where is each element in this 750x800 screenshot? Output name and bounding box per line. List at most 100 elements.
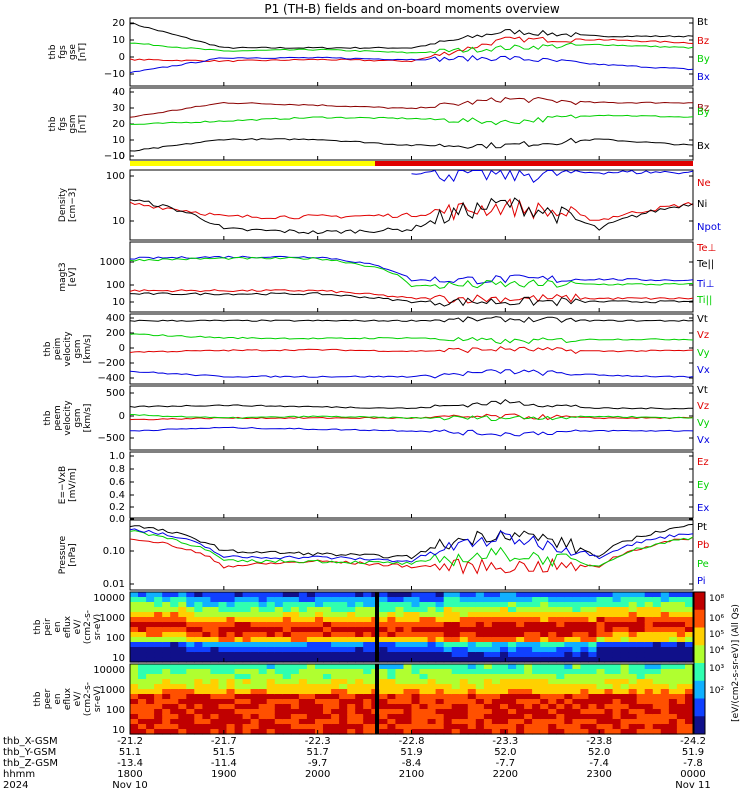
spec-cell-peer_spec <box>411 684 421 690</box>
spec-cell-peir_spec <box>508 622 517 628</box>
spec-cell-peer_spec <box>572 689 581 695</box>
spec-cell-peer_spec <box>178 724 187 730</box>
spec-cell-peer_spec <box>540 674 549 680</box>
spec-cell-peer_spec <box>395 669 404 675</box>
spec-cell-peir_spec <box>331 602 340 608</box>
spec-cell-peer_spec <box>524 719 533 725</box>
spec-cell-peir_spec <box>660 607 670 613</box>
spec-cell-peer_spec <box>202 709 211 715</box>
spec-cell-peir_spec <box>596 622 606 628</box>
spec-cell-peir_spec <box>387 642 396 648</box>
spec-cell-peer_spec <box>644 694 654 700</box>
spec-cell-peir_spec <box>411 597 421 603</box>
spec-cell-peer_spec <box>620 679 630 685</box>
spec-cell-peir_spec <box>306 637 316 643</box>
spec-cell-peir_spec <box>636 647 646 653</box>
spec-cell-peir_spec <box>178 642 187 648</box>
spec-cell-peir_spec <box>668 602 678 608</box>
spec-cell-peer_spec <box>186 674 195 680</box>
spec-cell-peir_spec <box>339 597 348 603</box>
spec-cell-peir_spec <box>580 617 589 623</box>
spec-cell-peir_spec <box>459 622 469 628</box>
spec-cell-peer_spec <box>491 664 501 670</box>
spec-cell-peir_spec <box>540 652 549 658</box>
spec-cell-peer_spec <box>266 694 276 700</box>
spec-cell-peir_spec <box>355 642 364 648</box>
spec-cell-peir_spec <box>355 652 364 658</box>
spec-cell-peer_spec <box>154 689 163 695</box>
spec-cell-peir_spec <box>532 597 541 603</box>
spec-cell-peir_spec <box>323 642 332 648</box>
spec-cell-peir_spec <box>210 627 219 633</box>
spec-cell-peer_spec <box>451 729 461 735</box>
spec-cell-peir_spec <box>676 642 686 648</box>
spec-cell-peir_spec <box>676 607 686 613</box>
spec-cell-peer_spec <box>202 699 211 705</box>
spec-cell-peer_spec <box>427 689 437 695</box>
legend-fgs_gsm-2: Bx <box>697 141 710 152</box>
spec-cell-peir_spec <box>532 632 541 638</box>
spec-cell-peer_spec <box>218 699 228 705</box>
spec-cell-peer_spec <box>146 684 155 690</box>
spec-cell-peer_spec <box>572 694 581 700</box>
spec-cell-peer_spec <box>588 664 597 670</box>
spec-cell-peer_spec <box>154 729 163 735</box>
spec-cell-peer_spec <box>403 699 413 705</box>
spec-cell-peir_spec <box>451 627 461 633</box>
spec-cell-peer_spec <box>355 704 364 710</box>
spec-cell-peir_spec <box>500 607 509 613</box>
spec-cell-peer_spec <box>660 679 670 685</box>
spec-cell-peer_spec <box>580 689 589 695</box>
spec-cell-peir_spec <box>347 602 356 608</box>
spec-cell-peer_spec <box>548 664 557 670</box>
spec-cell-peer_spec <box>298 664 308 670</box>
spec-cell-peer_spec <box>644 669 654 675</box>
spec-cell-peir_spec <box>451 617 461 623</box>
spec-cell-peer_spec <box>323 719 332 725</box>
spec-cell-peer_spec <box>363 674 372 680</box>
spec-cell-peer_spec <box>668 684 678 690</box>
spec-cell-peir_spec <box>564 657 573 663</box>
spec-cell-peir_spec <box>355 612 364 618</box>
spec-cell-peer_spec <box>130 719 139 725</box>
spec-cell-peir_spec <box>194 607 203 613</box>
spec-cell-peir_spec <box>339 607 348 613</box>
spec-cell-peer_spec <box>298 699 308 705</box>
spec-cell-peer_spec <box>282 724 292 730</box>
spec-cell-peer_spec <box>347 664 356 670</box>
spec-cell-peer_spec <box>459 699 469 705</box>
spec-cell-peir_spec <box>194 637 203 643</box>
spec-cell-peer_spec <box>676 669 686 675</box>
spec-cell-peer_spec <box>339 694 348 700</box>
spec-cell-peir_spec <box>210 607 219 613</box>
spec-cell-peer_spec <box>660 689 670 695</box>
spec-cell-peer_spec <box>628 729 638 735</box>
spec-cell-peir_spec <box>516 622 525 628</box>
spec-cell-peir_spec <box>355 622 364 628</box>
spec-cell-peir_spec <box>572 597 581 603</box>
spec-cell-peir_spec <box>355 607 364 613</box>
spec-cell-peer_spec <box>298 719 308 725</box>
spec-cell-peir_spec <box>419 622 429 628</box>
ylabel-peer_spec: peer <box>43 688 53 709</box>
series-density-2 <box>411 169 694 183</box>
spec-cell-peer_spec <box>258 694 268 700</box>
spec-cell-peer_spec <box>668 709 678 715</box>
spec-cell-peir_spec <box>234 617 244 623</box>
spec-cell-peir_spec <box>668 647 678 653</box>
spec-cell-peir_spec <box>170 632 179 638</box>
spec-cell-peir_spec <box>652 617 662 623</box>
spec-cell-peir_spec <box>500 592 509 598</box>
spec-cell-peer_spec <box>242 724 252 730</box>
spec-cell-peer_spec <box>138 684 147 690</box>
spec-cell-peer_spec <box>508 669 517 675</box>
spec-cell-peer_spec <box>572 714 581 720</box>
spec-cell-peir_spec <box>403 657 413 663</box>
spec-cell-peer_spec <box>556 709 565 715</box>
spec-cell-peir_spec <box>170 592 179 598</box>
spec-cell-peer_spec <box>564 719 573 725</box>
spec-cell-peer_spec <box>548 729 557 735</box>
spec-cell-peir_spec <box>676 597 686 603</box>
spec-cell-peir_spec <box>130 652 139 658</box>
spec-cell-peer_spec <box>274 684 284 690</box>
